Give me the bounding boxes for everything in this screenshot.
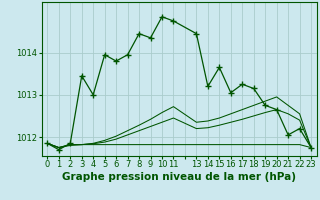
X-axis label: Graphe pression niveau de la mer (hPa): Graphe pression niveau de la mer (hPa) — [62, 172, 296, 182]
